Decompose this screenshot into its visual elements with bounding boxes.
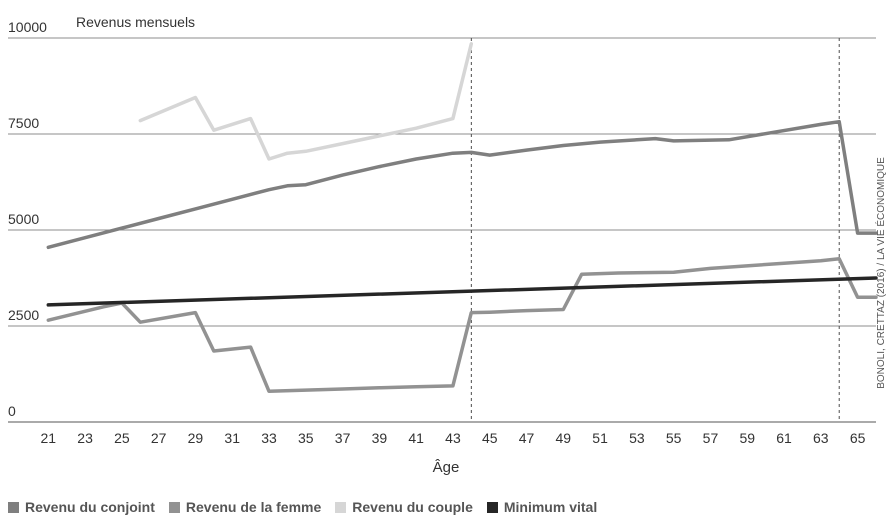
x-tick-label: 51 bbox=[592, 430, 608, 446]
series-line bbox=[46, 276, 878, 307]
source-credit: BONOLI, CRETTAZ (2016) / LA VIE ÉCONOMIQ… bbox=[874, 157, 887, 389]
x-tick-label: 21 bbox=[41, 430, 57, 446]
x-tick-label: 35 bbox=[298, 430, 314, 446]
legend-label: Revenu de la femme bbox=[185, 499, 322, 515]
x-tick-label: 57 bbox=[703, 430, 719, 446]
x-tick-label: 27 bbox=[151, 430, 167, 446]
x-tick-label: 59 bbox=[739, 430, 755, 446]
x-tick-label: 65 bbox=[850, 430, 866, 446]
x-tick-label: 33 bbox=[261, 430, 277, 446]
gridlines bbox=[8, 37, 876, 423]
legend-item: Revenu du conjoint bbox=[8, 499, 155, 515]
y-tick-label: 2500 bbox=[8, 307, 39, 323]
x-tick-label: 43 bbox=[445, 430, 461, 446]
y-axis-ticks: 0 2500 5000 7500 10000 bbox=[8, 19, 47, 419]
y-tick-label: 7500 bbox=[8, 115, 39, 131]
legend-label: Minimum vital bbox=[503, 499, 598, 515]
x-tick-label: 49 bbox=[556, 430, 572, 446]
x-tick-label: 63 bbox=[813, 430, 829, 446]
reference-lines bbox=[470, 38, 840, 422]
x-tick-label: 61 bbox=[776, 430, 792, 446]
x-tick-label: 55 bbox=[666, 430, 682, 446]
series-line bbox=[46, 257, 878, 394]
y-tick-label: 10000 bbox=[8, 19, 47, 35]
x-tick-label: 25 bbox=[114, 430, 130, 446]
legend-swatch bbox=[335, 501, 347, 513]
x-tick-label: 31 bbox=[224, 430, 240, 446]
series-line bbox=[46, 119, 878, 250]
x-tick-label: 47 bbox=[519, 430, 535, 446]
x-tick-label: 23 bbox=[77, 430, 93, 446]
legend-item: Minimum vital bbox=[486, 499, 598, 515]
legend: Revenu du conjoint Revenu de la femme Reve… bbox=[8, 499, 597, 515]
legend-item: Revenu de la femme bbox=[168, 499, 322, 515]
x-tick-label: 37 bbox=[335, 430, 351, 446]
y-tick-label: 5000 bbox=[8, 211, 39, 227]
x-tick-label: 39 bbox=[372, 430, 388, 446]
x-axis-ticks: 21 23 25 27 29 31 33 35 37 39 41 43 45 47 49 51 53 55 57 59… bbox=[41, 430, 866, 446]
legend-item: Revenu du couple bbox=[335, 499, 473, 515]
x-tick-label: 53 bbox=[629, 430, 645, 446]
legend-label: Revenu du couple bbox=[352, 499, 473, 515]
series-line bbox=[138, 42, 474, 161]
x-tick-label: 45 bbox=[482, 430, 498, 446]
legend-label: Revenu du conjoint bbox=[25, 499, 155, 515]
legend-swatch bbox=[168, 501, 180, 513]
x-axis-title: Âge bbox=[433, 459, 460, 476]
series-lines bbox=[46, 42, 878, 394]
y-axis-title: Revenus mensuels bbox=[76, 14, 195, 30]
x-tick-label: 29 bbox=[188, 430, 204, 446]
y-tick-label: 0 bbox=[8, 403, 16, 419]
legend-swatch bbox=[486, 501, 498, 513]
x-tick-label: 41 bbox=[408, 430, 424, 446]
legend-swatch bbox=[8, 501, 19, 513]
